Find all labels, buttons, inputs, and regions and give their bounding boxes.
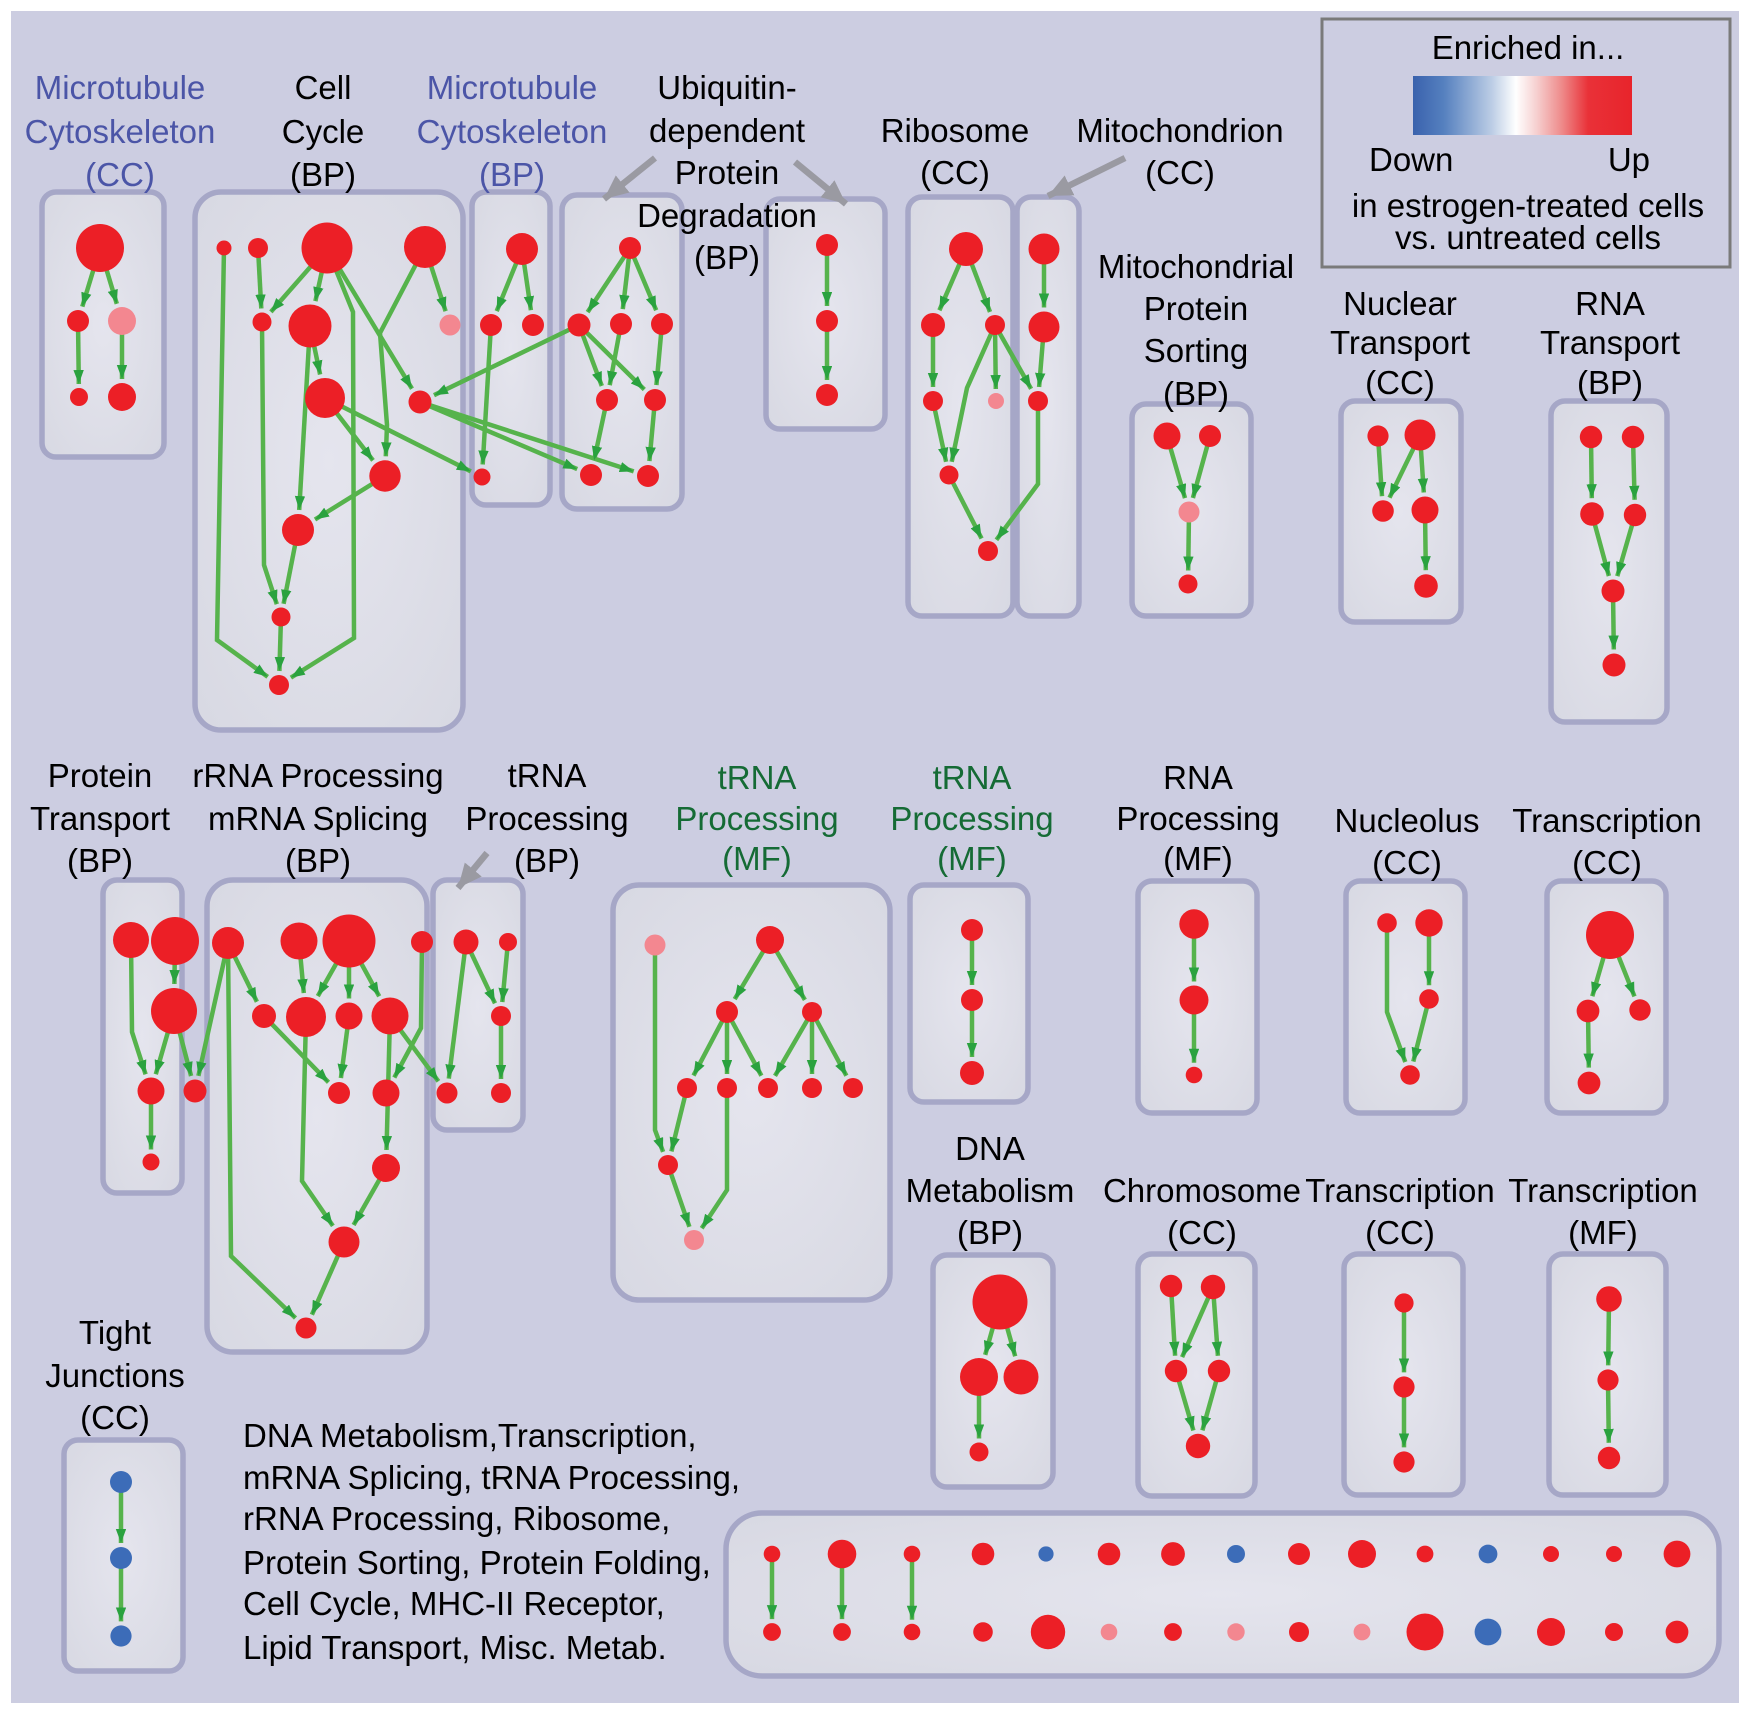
svg-text:Down: Down: [1369, 141, 1453, 178]
svg-text:tRNA: tRNA: [718, 759, 797, 796]
svg-text:Protein: Protein: [675, 154, 780, 191]
svg-text:Lipid Transport, Misc. Metab.: Lipid Transport, Misc. Metab.: [243, 1629, 667, 1666]
svg-text:(BP): (BP): [694, 239, 760, 276]
svg-text:(CC): (CC): [1572, 844, 1642, 881]
svg-text:rRNA Processing: rRNA Processing: [192, 757, 443, 794]
svg-text:tRNA: tRNA: [933, 759, 1012, 796]
svg-text:Transcription: Transcription: [1508, 1172, 1698, 1209]
svg-text:Up: Up: [1608, 141, 1650, 178]
svg-text:(MF): (MF): [1568, 1214, 1638, 1251]
svg-text:(MF): (MF): [1163, 840, 1233, 877]
svg-text:Processing: Processing: [890, 800, 1053, 837]
svg-text:Degradation: Degradation: [637, 197, 817, 234]
svg-text:Chromosome: Chromosome: [1103, 1172, 1301, 1209]
svg-text:Tight: Tight: [79, 1314, 151, 1351]
svg-text:Cell: Cell: [295, 69, 352, 106]
svg-text:mRNA Splicing, tRNA Processing: mRNA Splicing, tRNA Processing,: [243, 1459, 740, 1496]
svg-text:Protein: Protein: [1144, 290, 1249, 327]
svg-text:mRNA Splicing: mRNA Splicing: [208, 800, 428, 837]
svg-text:DNA Metabolism,Transcription,: DNA Metabolism,Transcription,: [243, 1417, 697, 1454]
svg-text:(CC): (CC): [1365, 364, 1435, 401]
svg-text:(MF): (MF): [937, 840, 1007, 877]
svg-text:RNA: RNA: [1163, 759, 1233, 796]
svg-text:(BP): (BP): [1577, 364, 1643, 401]
svg-text:Protein Sorting, Protein Foldi: Protein Sorting, Protein Folding,: [243, 1544, 711, 1581]
svg-text:tRNA: tRNA: [508, 757, 587, 794]
svg-text:(CC): (CC): [920, 154, 990, 191]
svg-text:Transport: Transport: [1540, 324, 1680, 361]
svg-text:Processing: Processing: [465, 800, 628, 837]
svg-text:(BP): (BP): [479, 156, 545, 193]
svg-text:(CC): (CC): [85, 156, 155, 193]
svg-text:(BP): (BP): [957, 1214, 1023, 1251]
svg-text:Transport: Transport: [30, 800, 170, 837]
svg-text:(CC): (CC): [1372, 844, 1442, 881]
svg-text:Transport: Transport: [1330, 324, 1470, 361]
svg-text:(CC): (CC): [1145, 154, 1215, 191]
svg-text:rRNA Processing, Ribosome,: rRNA Processing, Ribosome,: [243, 1500, 670, 1537]
svg-text:Protein: Protein: [48, 757, 153, 794]
svg-text:Ribosome: Ribosome: [881, 112, 1030, 149]
svg-text:in estrogen-treated cells: in estrogen-treated cells: [1352, 187, 1704, 224]
svg-text:Processing: Processing: [675, 800, 838, 837]
svg-text:(BP): (BP): [514, 842, 580, 879]
svg-text:vs. untreated cells: vs. untreated cells: [1395, 219, 1661, 256]
svg-text:(BP): (BP): [290, 156, 356, 193]
svg-text:Enriched in...: Enriched in...: [1432, 29, 1625, 66]
svg-text:Cytoskeleton: Cytoskeleton: [25, 113, 216, 150]
svg-text:DNA: DNA: [955, 1130, 1025, 1167]
svg-text:dependent: dependent: [649, 112, 805, 149]
svg-text:Transcription: Transcription: [1305, 1172, 1495, 1209]
svg-text:Transcription: Transcription: [1512, 802, 1702, 839]
svg-text:Nucleolus: Nucleolus: [1335, 802, 1480, 839]
svg-text:Ubiquitin-: Ubiquitin-: [657, 69, 796, 106]
svg-text:RNA: RNA: [1575, 285, 1645, 322]
svg-text:Cell Cycle, MHC-II Receptor,: Cell Cycle, MHC-II Receptor,: [243, 1585, 665, 1622]
svg-text:Junctions: Junctions: [45, 1357, 184, 1394]
svg-text:Mitochondrial: Mitochondrial: [1098, 248, 1294, 285]
svg-text:(BP): (BP): [1163, 375, 1229, 412]
svg-text:(CC): (CC): [1365, 1214, 1435, 1251]
svg-text:Mitochondrion: Mitochondrion: [1076, 112, 1283, 149]
svg-text:(BP): (BP): [285, 842, 351, 879]
svg-text:Nuclear: Nuclear: [1343, 285, 1457, 322]
svg-text:(MF): (MF): [722, 840, 792, 877]
svg-text:(BP): (BP): [67, 842, 133, 879]
svg-text:Microtubule: Microtubule: [427, 69, 598, 106]
svg-text:Sorting: Sorting: [1144, 332, 1249, 369]
svg-text:Metabolism: Metabolism: [906, 1172, 1075, 1209]
svg-text:Processing: Processing: [1116, 800, 1279, 837]
svg-text:(CC): (CC): [80, 1399, 150, 1436]
svg-text:Cycle: Cycle: [282, 113, 365, 150]
svg-text:Cytoskeleton: Cytoskeleton: [417, 113, 608, 150]
svg-text:Microtubule: Microtubule: [35, 69, 206, 106]
svg-text:(CC): (CC): [1167, 1214, 1237, 1251]
